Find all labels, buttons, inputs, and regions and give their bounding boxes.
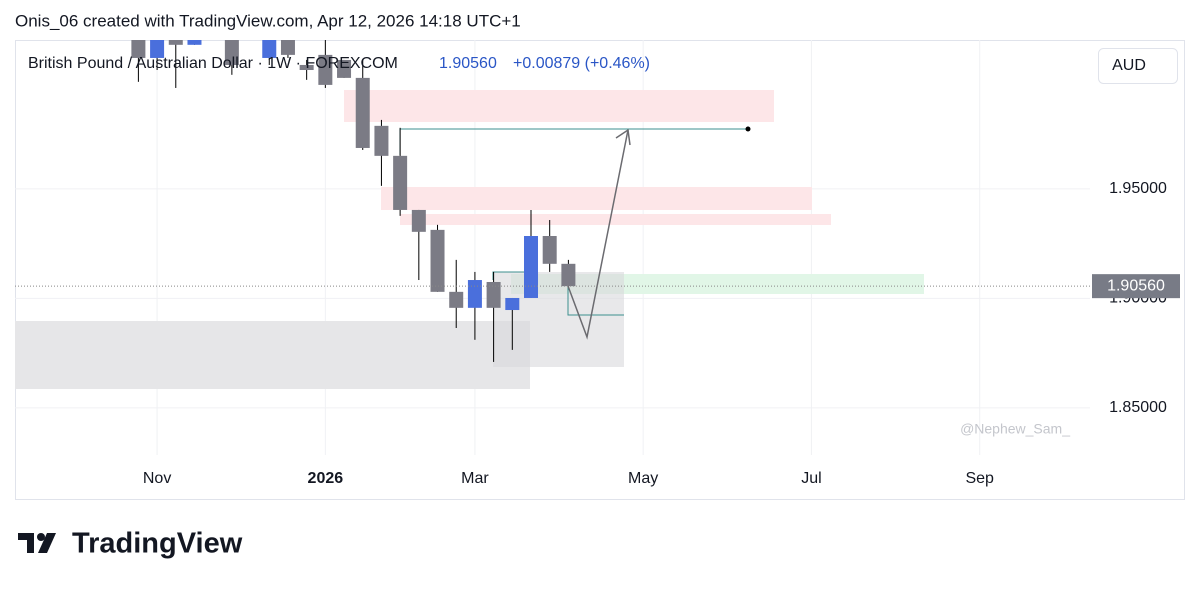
target-dot bbox=[745, 126, 751, 132]
level-line bbox=[567, 286, 624, 316]
symbol-title: British Pound / Australian Dollar · 1W ·… bbox=[28, 55, 398, 72]
projection-arrow bbox=[567, 129, 629, 340]
logo-mark bbox=[37, 533, 45, 541]
candle-body bbox=[280, 40, 295, 55]
candle-body bbox=[299, 64, 314, 71]
last-price-tag bbox=[1092, 274, 1180, 299]
x-tick-label: Jul bbox=[801, 470, 821, 487]
candle-body bbox=[505, 297, 520, 311]
candle-body bbox=[411, 209, 426, 232]
axes: 1.850001.900001.95000Nov2026MarMayJulSep… bbox=[15, 180, 1180, 487]
x-tick-label: Sep bbox=[965, 470, 994, 487]
legend-price: 1.90560 bbox=[439, 55, 497, 72]
candle-body bbox=[524, 236, 538, 298]
watermark: @Nephew_Sam_ bbox=[960, 421, 1070, 437]
currency[interactable]: AUD bbox=[1112, 57, 1146, 74]
candle-body bbox=[224, 40, 239, 65]
candle-body bbox=[318, 54, 333, 85]
candle-body bbox=[355, 77, 370, 148]
candle-body bbox=[467, 280, 482, 308]
x-tick-label: Nov bbox=[143, 470, 171, 487]
supply-zone bbox=[400, 214, 831, 225]
logo-mark bbox=[18, 533, 34, 553]
y-tick-label: 1.95000 bbox=[1109, 180, 1167, 197]
arrow-head bbox=[615, 128, 631, 146]
projection bbox=[567, 128, 631, 340]
brand: TradingView bbox=[72, 528, 243, 560]
level-line bbox=[492, 271, 531, 280]
logo-mark bbox=[38, 533, 56, 553]
supply-zone bbox=[381, 187, 812, 210]
candle-body bbox=[187, 40, 202, 45]
candle-body bbox=[430, 229, 445, 292]
last-price-label: 1.90560 bbox=[1107, 277, 1165, 294]
candle-body bbox=[337, 59, 352, 78]
candles bbox=[131, 40, 576, 362]
currency-button[interactable] bbox=[1098, 48, 1178, 84]
range-zone bbox=[493, 272, 624, 367]
range-zone bbox=[15, 321, 530, 389]
candle-body bbox=[449, 291, 464, 308]
brand-logo: TradingView bbox=[18, 528, 243, 560]
candle-body bbox=[374, 125, 389, 156]
x-tick-label: May bbox=[628, 470, 658, 487]
drawings bbox=[15, 90, 924, 389]
y-tick-label: 1.85000 bbox=[1109, 399, 1167, 416]
candle-body bbox=[168, 40, 183, 45]
legend-change: +0.00879 (+0.46%) bbox=[513, 55, 650, 72]
candle-body bbox=[561, 263, 576, 287]
x-tick-label: 2026 bbox=[308, 470, 344, 487]
header: Onis_06 created with TradingView.com, Ap… bbox=[15, 11, 521, 30]
candle-body bbox=[486, 281, 501, 308]
candle-body bbox=[262, 40, 277, 58]
supply-zone bbox=[344, 90, 774, 122]
candle-body bbox=[542, 236, 557, 264]
x-tick-label: Mar bbox=[461, 470, 489, 487]
candle-body bbox=[393, 155, 408, 210]
chart-frame bbox=[15, 40, 1185, 500]
candle-body bbox=[150, 40, 165, 58]
candle-body bbox=[131, 40, 146, 58]
